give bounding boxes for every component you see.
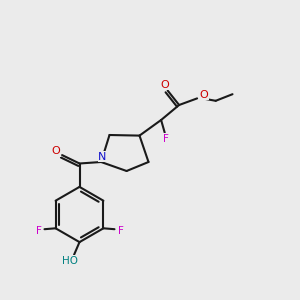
Text: N: N: [98, 152, 106, 162]
Text: F: F: [118, 226, 123, 236]
Text: HO: HO: [62, 256, 78, 266]
Text: F: F: [36, 226, 41, 236]
Text: F: F: [163, 134, 169, 144]
Text: O: O: [199, 90, 208, 100]
Text: O: O: [52, 146, 61, 157]
Text: O: O: [160, 80, 169, 90]
